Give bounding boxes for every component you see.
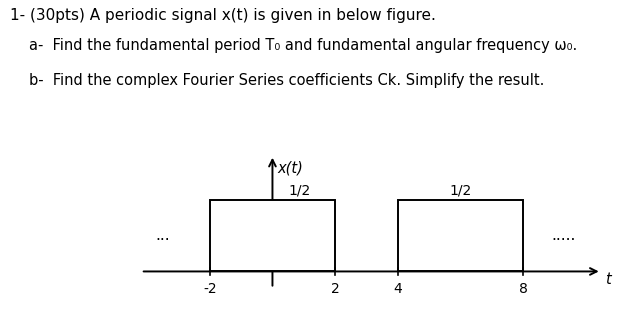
Text: x(t): x(t) — [277, 161, 303, 176]
Bar — [210, 200, 335, 271]
Text: 1/2: 1/2 — [449, 184, 472, 198]
Text: ...: ... — [156, 228, 170, 243]
Text: -2: -2 — [203, 282, 216, 296]
Text: 8: 8 — [519, 282, 527, 296]
Text: 2: 2 — [331, 282, 340, 296]
Text: a-  Find the fundamental period T₀ and fundamental angular frequency ω₀.: a- Find the fundamental period T₀ and fu… — [29, 38, 577, 53]
Text: b-  Find the complex Fourier Series coefficients Ck. Simplify the result.: b- Find the complex Fourier Series coeff… — [29, 73, 544, 88]
Text: t: t — [605, 272, 611, 288]
Bar — [398, 200, 524, 271]
Text: 1/2: 1/2 — [288, 184, 310, 198]
Text: 1- (30pts) A periodic signal x(t) is given in below figure.: 1- (30pts) A periodic signal x(t) is giv… — [10, 8, 435, 23]
Text: .....: ..... — [552, 228, 576, 243]
Text: 4: 4 — [394, 282, 402, 296]
